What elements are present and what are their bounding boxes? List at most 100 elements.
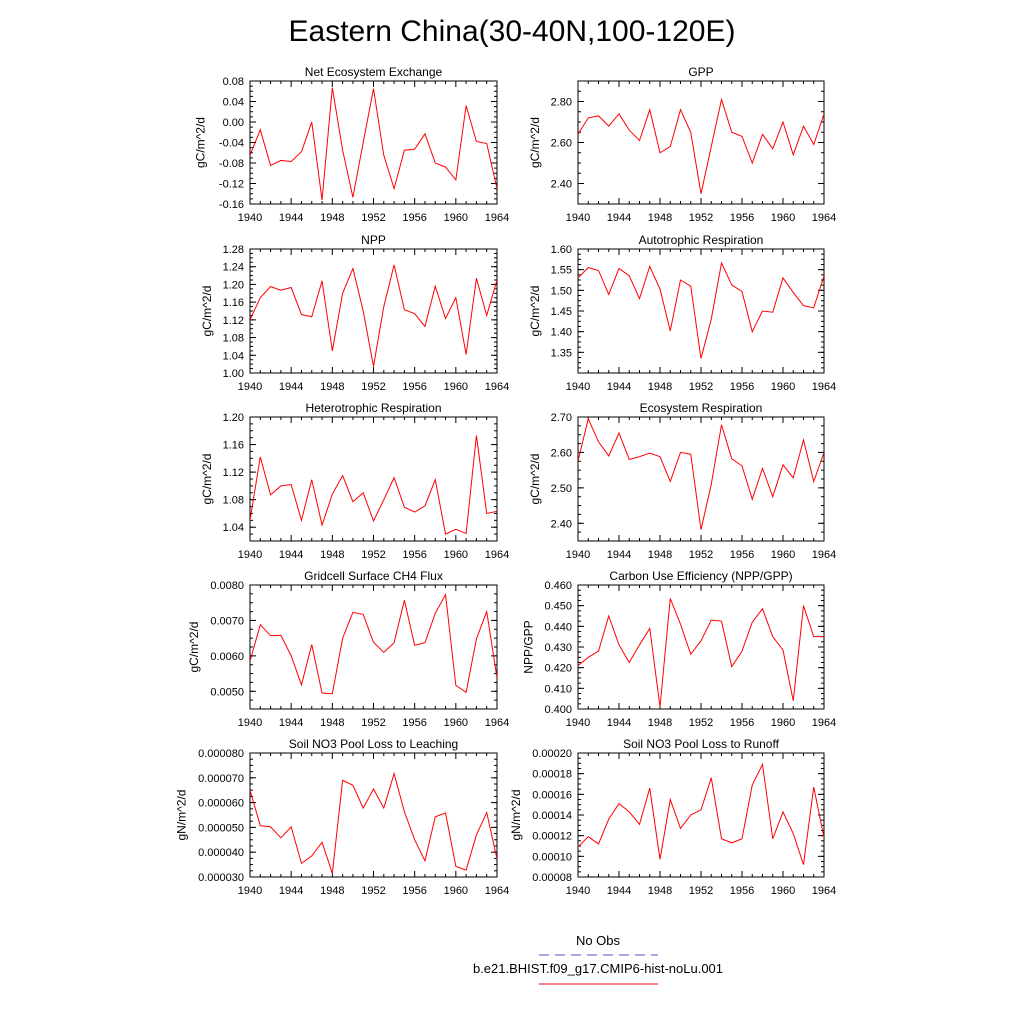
chart-npp-ytick-label-5: 1.20 <box>223 279 244 291</box>
chart-soil-no3-pool-loss-to-runoff-title: Soil NO3 Pool Loss to Runoff <box>623 737 780 751</box>
chart-ecosystem-respiration-frame <box>577 416 825 542</box>
chart-gridcell-surface-ch4-flux-ylabel: gC/m^2/d <box>187 622 201 673</box>
chart-carbon-use-efficiency-npp-gpp-ytick-label-5: 0.450 <box>544 601 572 613</box>
chart-gpp-xtick-label-1944: 1944 <box>607 212 631 224</box>
chart-npp-ytick-label-4: 1.16 <box>223 297 244 309</box>
chart-soil-no3-pool-loss-to-leaching-ytick-label-0: 0.000030 <box>198 872 244 884</box>
chart-gpp-ytick-label-0: 2.40 <box>551 179 572 191</box>
chart-gpp-xtick-label-1940: 1940 <box>566 212 590 224</box>
chart-heterotrophic-respiration-ytick-label-3: 1.16 <box>223 440 244 452</box>
chart-soil-no3-pool-loss-to-runoff-frame <box>577 752 825 878</box>
chart-soil-no3-pool-loss-to-runoff-xtick-label-1948: 1948 <box>648 885 672 897</box>
chart-carbon-use-efficiency-npp-gpp-xtick-label-1944: 1944 <box>607 717 631 729</box>
chart-ecosystem-respiration-title: Ecosystem Respiration <box>640 401 763 415</box>
figure-title: Eastern China(30-40N,100-120E) <box>289 15 736 48</box>
chart-heterotrophic-respiration-title: Heterotrophic Respiration <box>305 401 441 415</box>
chart-gpp-frame <box>577 80 825 205</box>
legend-label-no-obs: No Obs <box>576 933 621 948</box>
chart-heterotrophic-respiration-ytick-label-2: 1.12 <box>223 467 244 479</box>
chart-net-ecosystem-exchange-xtick-label-1948: 1948 <box>320 212 344 224</box>
chart-carbon-use-efficiency-npp-gpp: Carbon Use Efficiency (NPP/GPP) 1940 1944 1… <box>522 569 837 729</box>
chart-soil-no3-pool-loss-to-runoff-xtick-label-1940: 1940 <box>566 885 590 897</box>
chart-npp-series-line <box>250 264 497 367</box>
legend: No Obs b.e21.BHIST.f09_g17.CMIP6-hist-no… <box>473 933 723 985</box>
chart-soil-no3-pool-loss-to-leaching-ylabel: gN/m^2/d <box>175 790 189 841</box>
chart-npp-ytick-label-6: 1.24 <box>223 262 244 274</box>
chart-heterotrophic-respiration-frame <box>249 416 498 542</box>
chart-heterotrophic-respiration-xtick-label-1940: 1940 <box>238 549 262 561</box>
chart-soil-no3-pool-loss-to-leaching-xtick-label-1964: 1964 <box>485 885 509 897</box>
chart-gpp-series-line <box>578 97 824 194</box>
chart-soil-no3-pool-loss-to-leaching-xtick-label-1960: 1960 <box>444 885 468 897</box>
chart-gridcell-surface-ch4-flux-xtick-label-1944: 1944 <box>279 717 303 729</box>
chart-ecosystem-respiration-ytick-label-3: 2.70 <box>551 412 572 424</box>
chart-heterotrophic-respiration-ytick-label-0: 1.04 <box>223 522 244 534</box>
panels: Net Ecosystem Exchange 1940 1944 1948 1952 19… <box>175 65 837 897</box>
chart-npp-ytick-label-7: 1.28 <box>223 244 244 256</box>
chart-gpp-xtick-label-1952: 1952 <box>689 212 713 224</box>
chart-heterotrophic-respiration-xtick-label-1964: 1964 <box>485 549 509 561</box>
chart-npp-xtick-label-1944: 1944 <box>279 381 303 393</box>
chart-soil-no3-pool-loss-to-leaching: Soil NO3 Pool Loss to Leaching 1940 1944 19… <box>175 737 510 897</box>
chart-gpp-ytick-label-1: 2.60 <box>551 138 572 150</box>
chart-net-ecosystem-exchange-ytick-label-3: -0.04 <box>219 138 244 150</box>
chart-gridcell-surface-ch4-flux-xtick-label-1940: 1940 <box>238 717 262 729</box>
chart-autotrophic-respiration-ytick-label-5: 1.60 <box>551 244 572 256</box>
chart-carbon-use-efficiency-npp-gpp-ytick-label-3: 0.430 <box>544 642 572 654</box>
chart-ecosystem-respiration-xtick-label-1944: 1944 <box>607 549 631 561</box>
chart-autotrophic-respiration-ytick-label-4: 1.55 <box>551 265 572 277</box>
chart-autotrophic-respiration-ytick-label-3: 1.50 <box>551 285 572 297</box>
chart-soil-no3-pool-loss-to-runoff-xtick-label-1944: 1944 <box>607 885 631 897</box>
chart-gridcell-surface-ch4-flux-ytick-label-0: 0.0050 <box>210 686 244 698</box>
chart-carbon-use-efficiency-npp-gpp-xtick-label-1952: 1952 <box>689 717 713 729</box>
chart-autotrophic-respiration-xtick-label-1952: 1952 <box>689 381 713 393</box>
chart-soil-no3-pool-loss-to-leaching-xtick-label-1944: 1944 <box>279 885 303 897</box>
chart-npp-ytick-label-0: 1.00 <box>223 368 244 380</box>
chart-net-ecosystem-exchange-xtick-label-1956: 1956 <box>402 212 426 224</box>
chart-autotrophic-respiration-ytick-label-2: 1.45 <box>551 306 572 318</box>
chart-net-ecosystem-exchange-series-line <box>250 87 497 200</box>
chart-soil-no3-pool-loss-to-runoff-ytick-label-0: 0.00008 <box>532 872 572 884</box>
chart-soil-no3-pool-loss-to-leaching-ytick-label-4: 0.000070 <box>198 773 244 785</box>
chart-npp-xtick-label-1940: 1940 <box>238 381 262 393</box>
chart-heterotrophic-respiration-ytick-label-4: 1.20 <box>223 412 244 424</box>
chart-ecosystem-respiration-xtick-label-1964: 1964 <box>812 549 836 561</box>
chart-npp-xtick-label-1952: 1952 <box>361 381 385 393</box>
chart-soil-no3-pool-loss-to-leaching-ytick-label-5: 0.000080 <box>198 748 244 760</box>
chart-heterotrophic-respiration-xtick-label-1956: 1956 <box>402 549 426 561</box>
chart-carbon-use-efficiency-npp-gpp-ytick-label-6: 0.460 <box>544 580 572 592</box>
chart-gridcell-surface-ch4-flux-ytick-label-3: 0.0080 <box>210 580 244 592</box>
chart-npp-ytick-label-3: 1.12 <box>223 315 244 327</box>
chart-soil-no3-pool-loss-to-leaching-ytick-label-1: 0.000040 <box>198 847 244 859</box>
chart-carbon-use-efficiency-npp-gpp-xtick-label-1940: 1940 <box>566 717 590 729</box>
chart-autotrophic-respiration-title: Autotrophic Respiration <box>639 233 764 247</box>
chart-soil-no3-pool-loss-to-leaching-xtick-label-1940: 1940 <box>238 885 262 897</box>
chart-npp: NPP 1940 1944 1948 1952 1956 1960 1964 1.00 1.04 1… <box>200 233 509 393</box>
chart-gridcell-surface-ch4-flux-ytick-label-2: 0.0070 <box>210 615 244 627</box>
chart-soil-no3-pool-loss-to-leaching-ytick-label-2: 0.000050 <box>198 822 244 834</box>
chart-soil-no3-pool-loss-to-leaching-xtick-label-1956: 1956 <box>402 885 426 897</box>
chart-ecosystem-respiration: Ecosystem Respiration 1940 1944 1948 1952 195… <box>528 401 836 561</box>
chart-heterotrophic-respiration-ytick-label-1: 1.08 <box>223 495 244 507</box>
chart-carbon-use-efficiency-npp-gpp-series-line <box>578 598 824 707</box>
chart-soil-no3-pool-loss-to-runoff-xtick-label-1964: 1964 <box>812 885 836 897</box>
chart-npp-xtick-label-1956: 1956 <box>402 381 426 393</box>
chart-gridcell-surface-ch4-flux-xtick-label-1960: 1960 <box>444 717 468 729</box>
chart-ecosystem-respiration-xtick-label-1960: 1960 <box>771 549 795 561</box>
chart-net-ecosystem-exchange-ytick-label-6: 0.08 <box>223 76 244 88</box>
chart-soil-no3-pool-loss-to-leaching-xtick-label-1952: 1952 <box>361 885 385 897</box>
chart-net-ecosystem-exchange: Net Ecosystem Exchange 1940 1944 1948 1952 19… <box>194 65 510 224</box>
chart-autotrophic-respiration-xtick-label-1948: 1948 <box>648 381 672 393</box>
chart-heterotrophic-respiration: Heterotrophic Respiration 1940 1944 1948 195… <box>200 401 509 561</box>
chart-net-ecosystem-exchange-xtick-label-1960: 1960 <box>444 212 468 224</box>
chart-ecosystem-respiration-ylabel: gC/m^2/d <box>528 454 542 505</box>
chart-carbon-use-efficiency-npp-gpp-ytick-label-4: 0.440 <box>544 621 572 633</box>
chart-autotrophic-respiration-xtick-label-1964: 1964 <box>812 381 836 393</box>
chart-heterotrophic-respiration-xtick-label-1952: 1952 <box>361 549 385 561</box>
chart-carbon-use-efficiency-npp-gpp-ytick-label-0: 0.400 <box>544 704 572 716</box>
chart-ecosystem-respiration-ytick-label-0: 2.40 <box>551 518 572 530</box>
chart-soil-no3-pool-loss-to-runoff-ytick-label-6: 0.00020 <box>532 748 572 760</box>
chart-carbon-use-efficiency-npp-gpp-ytick-label-2: 0.420 <box>544 663 572 675</box>
chart-carbon-use-efficiency-npp-gpp-ylabel: NPP/GPP <box>522 620 536 673</box>
chart-gridcell-surface-ch4-flux-title: Gridcell Surface CH4 Flux <box>304 569 443 583</box>
